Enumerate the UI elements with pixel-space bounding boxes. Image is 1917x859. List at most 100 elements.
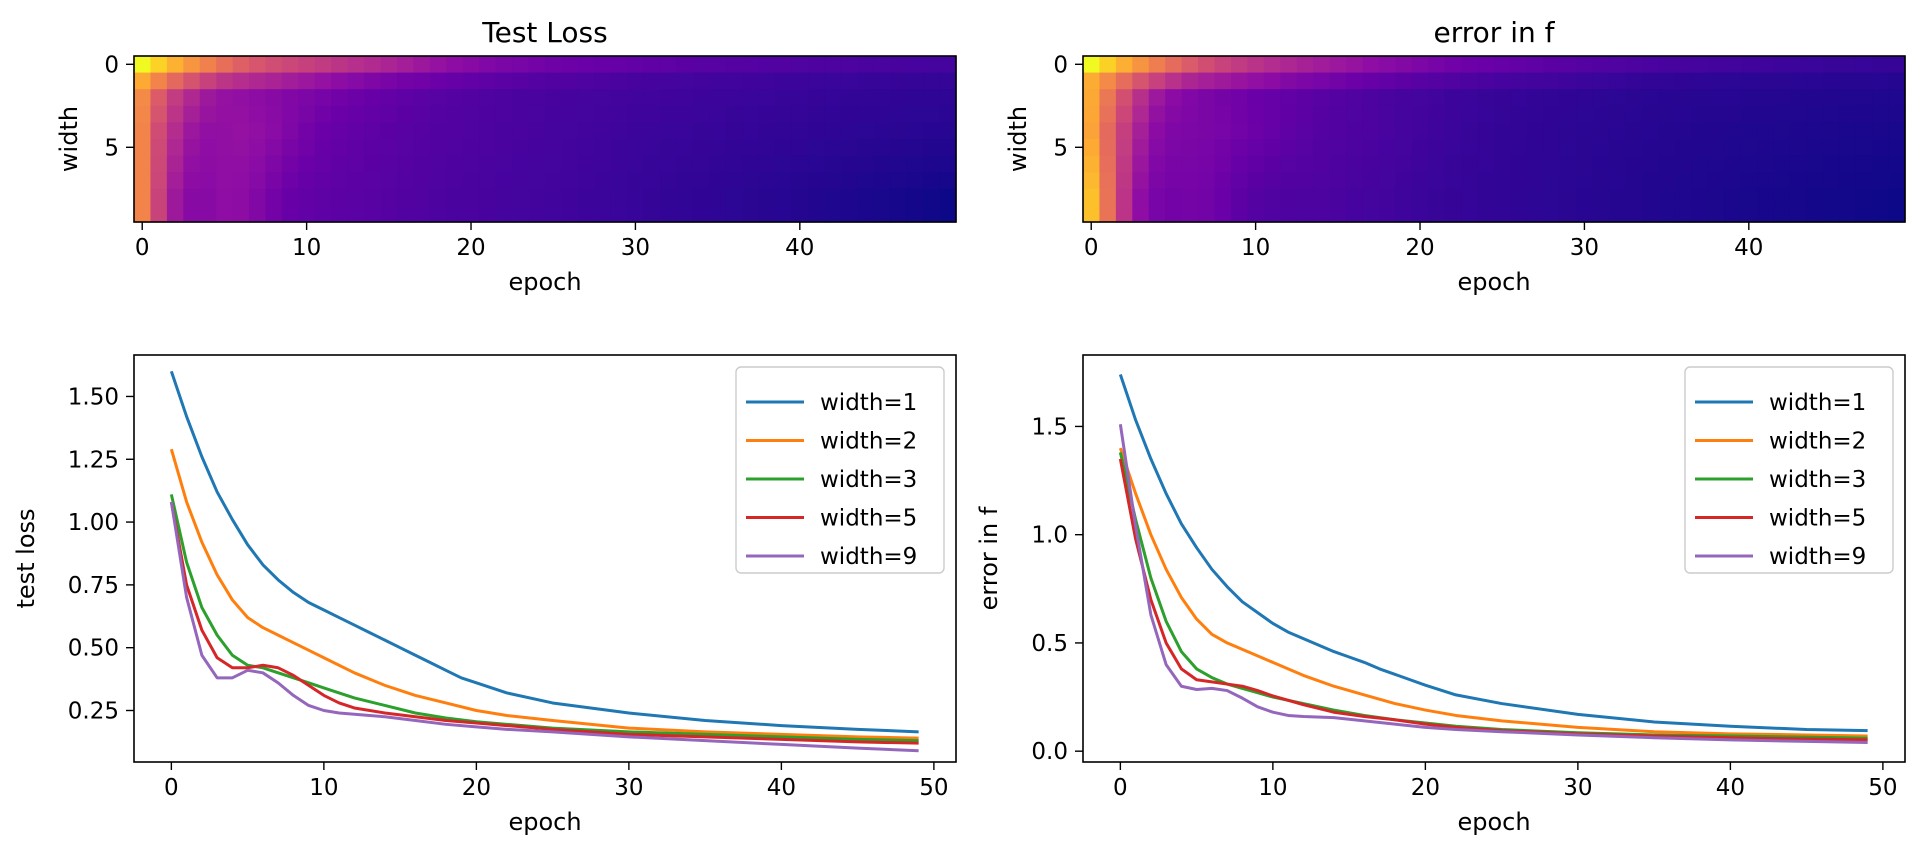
heatmap-cell: [906, 105, 924, 123]
x-tick-label: 10: [1241, 235, 1270, 261]
heatmap-cell: [298, 155, 316, 173]
heatmap-cell: [1510, 205, 1528, 223]
heatmap-cell: [890, 89, 908, 107]
heatmap-cell: [939, 205, 957, 223]
heatmap-cell: [446, 72, 464, 90]
heatmap-cell: [347, 188, 365, 206]
heatmap-cell: [429, 72, 447, 90]
heatmap-cell: [479, 205, 497, 223]
heatmap-cell: [758, 89, 776, 107]
heatmap-cell: [577, 139, 595, 157]
heatmap-cell: [561, 72, 579, 90]
heatmap-cell: [1230, 155, 1248, 173]
heatmap-cell: [1411, 155, 1429, 173]
heatmap-cell: [1691, 205, 1709, 223]
heatmap-cell: [824, 139, 842, 157]
heatmap-cell: [939, 72, 957, 90]
heatmap-cell: [1362, 72, 1380, 90]
heatmap-cell: [479, 72, 497, 90]
heatmap-cell: [692, 56, 710, 74]
heatmap-cell: [1378, 155, 1396, 173]
heatmap-cell: [1510, 188, 1528, 206]
heatmap-cell: [1740, 205, 1758, 223]
heatmap-cell: [791, 155, 809, 173]
heatmap-cell: [1461, 56, 1479, 74]
heatmap-cell: [577, 56, 595, 74]
heatmap-cell: [1378, 188, 1396, 206]
heatmap-cell: [758, 72, 776, 90]
heatmap-cell: [1559, 56, 1577, 74]
heatmap-cell: [1641, 155, 1659, 173]
heatmap-cell: [1757, 122, 1775, 140]
heatmap-cell: [1280, 122, 1298, 140]
heatmap-cell: [1214, 56, 1232, 74]
heatmap-cell: [347, 205, 365, 223]
heatmap-cell: [1263, 205, 1281, 223]
heatmap-cell: [1674, 205, 1692, 223]
heatmap-cell: [1789, 122, 1807, 140]
heatmap-cell: [923, 122, 941, 140]
heatmap-cell: [479, 188, 497, 206]
heatmap-cell: [512, 72, 530, 90]
heatmap-cell: [1395, 139, 1413, 157]
heatmap-cell: [380, 105, 398, 123]
heatmap-cell: [1148, 188, 1166, 206]
heatmap-cell: [1181, 122, 1199, 140]
heatmap-cell: [413, 105, 431, 123]
heatmap-cell: [1494, 56, 1512, 74]
x-tick-label: 50: [919, 775, 948, 801]
heatmap-cell: [1707, 122, 1725, 140]
heatmap-cell: [906, 139, 924, 157]
heatmap-cell: [1494, 188, 1512, 206]
heatmap-cell: [923, 139, 941, 157]
heatmap-cell: [1526, 72, 1544, 90]
heatmap-cell: [265, 155, 283, 173]
heatmap-cell: [265, 205, 283, 223]
heatmap-cell: [413, 172, 431, 190]
heatmap-cell: [429, 205, 447, 223]
heatmap-cell: [1806, 122, 1824, 140]
heatmap-cell: [758, 155, 776, 173]
heatmap-cell: [1592, 72, 1610, 90]
series-line: [169, 501, 919, 745]
heatmap-cell: [1773, 89, 1791, 107]
heatmap-cell: [1872, 122, 1890, 140]
y-tick-label: 0.75: [68, 573, 119, 599]
heatmap-cell: [1444, 56, 1462, 74]
heatmap-cell: [610, 89, 628, 107]
y-tick-label: 1.00: [68, 510, 119, 536]
y-tick-label: 1.50: [68, 384, 119, 410]
heatmap-cell: [150, 72, 168, 90]
y-tick-label: 0.5: [1031, 631, 1068, 657]
heatmap-cell: [1592, 172, 1610, 190]
heatmap-cell: [1576, 72, 1594, 90]
heatmap-cell: [1526, 105, 1544, 123]
heatmap-cell: [314, 172, 332, 190]
heatmap-cell: [594, 155, 612, 173]
heatmap-cell: [709, 205, 727, 223]
heatmap-cell: [1329, 122, 1347, 140]
heatmap-cell: [643, 205, 661, 223]
x-tick-label: 20: [1411, 775, 1440, 801]
heatmap-cell: [1477, 89, 1495, 107]
heatmap-cell: [1362, 188, 1380, 206]
heatmap-cell: [281, 205, 299, 223]
heatmap-cell: [134, 155, 152, 173]
heatmap-cell: [1691, 155, 1709, 173]
heatmap-cell: [1674, 105, 1692, 123]
heatmap-cell: [939, 56, 957, 74]
heatmap-cell: [1296, 105, 1314, 123]
heatmap-cell: [1724, 56, 1742, 74]
heatmap-cell: [610, 172, 628, 190]
heatmap-cell: [1773, 188, 1791, 206]
heatmap-cell: [577, 89, 595, 107]
heatmap-cell: [1658, 89, 1676, 107]
heatmap-cell: [347, 172, 365, 190]
heatmap-cell: [446, 56, 464, 74]
heatmap-cell: [1559, 188, 1577, 206]
heatmap-cell: [1247, 72, 1265, 90]
heatmap-cell: [232, 56, 250, 74]
heatmap-cell: [1099, 56, 1117, 74]
heatmap-cell: [676, 139, 694, 157]
heatmap-cell: [1461, 172, 1479, 190]
